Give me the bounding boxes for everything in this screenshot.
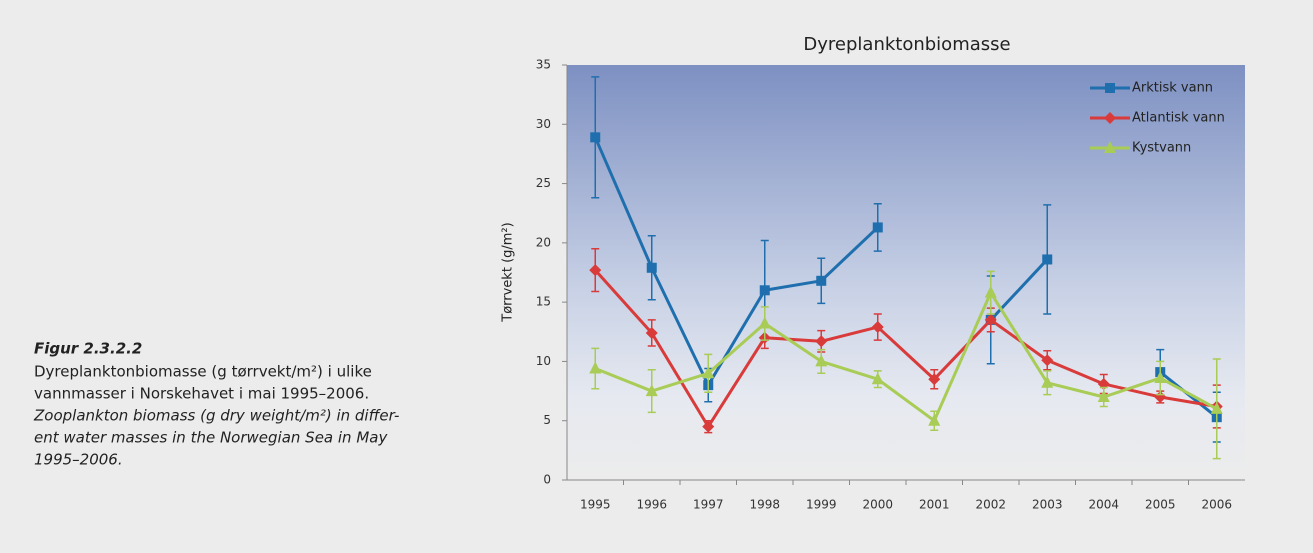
marker	[1210, 401, 1223, 414]
y-axis-label: Tørrvekt (g/m²)	[501, 222, 516, 322]
legend-marker	[1105, 83, 1115, 93]
marker	[589, 361, 602, 374]
marker	[928, 413, 941, 426]
plot-area	[567, 65, 1245, 480]
x-tick-label: 1995	[580, 498, 611, 512]
y-tick-label: 30	[536, 117, 551, 131]
legend-label: Arktisk vann	[1132, 81, 1213, 96]
x-tick-label: 1996	[636, 498, 667, 512]
caption-line: ent water masses in the Norwegian Sea in…	[34, 429, 388, 447]
marker	[1097, 390, 1110, 402]
y-tick-label: 25	[536, 176, 551, 190]
marker	[1041, 354, 1054, 367]
marker	[871, 321, 884, 334]
marker	[871, 372, 884, 385]
marker	[872, 222, 883, 233]
legend-marker	[1104, 141, 1116, 153]
marker	[816, 275, 827, 286]
x-tick-label: 2003	[1032, 498, 1063, 512]
y-tick-label: 10	[536, 354, 551, 368]
caption-line: vannmasser i Norskehavet i mai 1995–2006…	[34, 385, 369, 403]
marker	[815, 354, 828, 367]
caption-line: Dyreplanktonbiomasse (g tørrvekt/m²) i u…	[34, 363, 372, 381]
series-line	[594, 269, 1217, 429]
y-tick-label: 15	[536, 295, 551, 309]
marker	[1041, 375, 1054, 388]
legend-marker	[1104, 112, 1116, 124]
y-tick-label: 0	[543, 473, 551, 487]
marker	[590, 132, 601, 143]
marker	[928, 373, 941, 386]
legend-label: Kystvann	[1132, 141, 1191, 156]
x-tick-label: 2000	[862, 498, 893, 512]
marker	[645, 384, 658, 397]
x-tick-label: 2006	[1201, 498, 1232, 512]
chart-title: Dyreplanktonbiomasse	[803, 34, 1010, 55]
y-tick-label: 35	[536, 58, 551, 72]
marker	[984, 313, 997, 326]
marker	[815, 335, 828, 348]
x-tick-label: 1997	[693, 498, 724, 512]
caption-line: Zooplankton biomass (g dry weight/m²) in…	[33, 407, 399, 425]
marker	[759, 285, 770, 296]
marker	[702, 420, 715, 433]
marker	[758, 316, 771, 329]
x-tick-label: 1998	[749, 498, 780, 512]
x-tick-label: 2001	[919, 498, 950, 512]
x-tick-label: 2004	[1088, 498, 1119, 512]
marker	[984, 285, 997, 298]
marker	[1154, 371, 1167, 384]
figure-label: Figur 2.3.2.2	[34, 340, 142, 358]
x-tick-label: 1999	[806, 498, 837, 512]
caption-line: 1995–2006.	[34, 451, 123, 469]
y-tick-label: 5	[543, 413, 551, 427]
marker	[645, 326, 658, 339]
marker	[702, 366, 715, 379]
marker	[589, 264, 602, 277]
legend-label: Atlantisk vann	[1132, 111, 1225, 126]
series-line	[594, 291, 1218, 423]
marker	[646, 262, 657, 273]
x-tick-label: 2005	[1145, 498, 1176, 512]
marker	[1042, 254, 1053, 265]
x-tick-label: 2002	[975, 498, 1006, 512]
y-tick-label: 20	[536, 235, 551, 249]
